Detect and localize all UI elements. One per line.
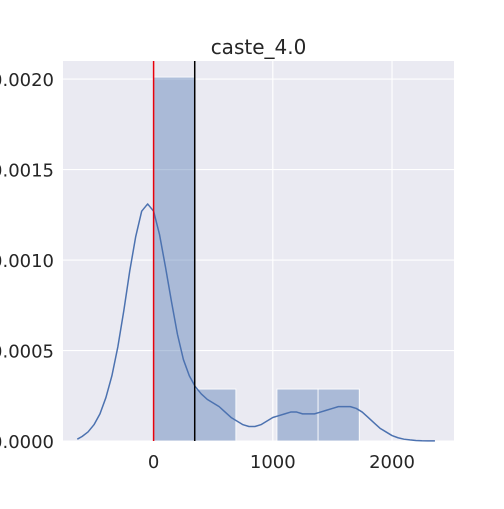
y-tick-label: 0.0020 [0,70,54,91]
x-tick-label: 1000 [250,452,296,473]
chart-title: caste_4.0 [211,35,307,59]
histogram-bar [153,76,196,442]
y-tick-label: 0.0000 [0,432,54,453]
y-tick-labels: 0.0000 0.0005 0.0010 0.0015 0.0020 [0,70,54,453]
histogram-bar [317,388,360,442]
x-tick-label: 2000 [369,452,415,473]
x-tick-label: 0 [148,452,159,473]
kde-curve [76,203,435,442]
x-tick-labels: 0 1000 2000 [148,452,415,473]
y-tick-label: 0.0005 [0,342,54,363]
reference-lines [152,61,196,441]
plot-background [63,61,454,441]
y-tick-label: 0.0010 [0,251,54,272]
kde-layer [76,203,435,442]
y-tick-label: 0.0015 [0,161,54,182]
histogram-bar [194,388,237,442]
